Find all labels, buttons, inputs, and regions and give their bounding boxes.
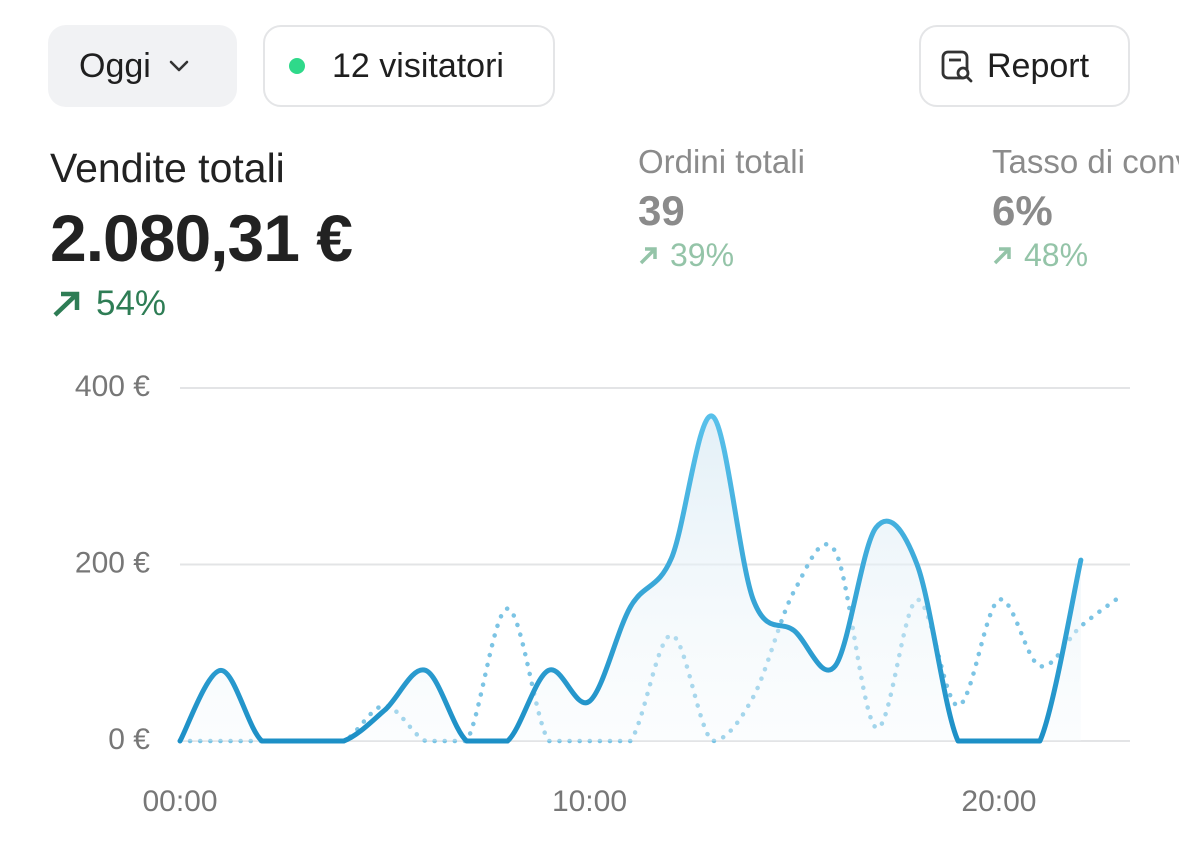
line [177,542,1125,744]
metric-value: 6% [992,187,1053,234]
up-arrow [53,291,80,317]
metric: Ordini totali 39 39% [638,143,805,274]
button-label: Oggi [79,46,151,85]
change-text: 39% [670,237,735,273]
metric-change: 54% [50,284,352,324]
period-button[interactable]: Oggi [48,25,237,107]
metric-label: Ordini totali [638,143,805,180]
metric-label: Vendite totali [50,145,285,191]
chevron-icon [169,60,189,72]
up-arrow [993,246,1011,264]
metric-change: 39% [638,237,805,274]
y-tick-label: 400 € [75,370,150,403]
metric-change: 48% [992,237,1179,274]
report-icon [941,50,973,83]
report-button[interactable]: Report [919,25,1130,107]
change-text: 48% [1024,237,1089,273]
metric-label: Tasso di conversione [992,143,1179,180]
metric-value: 39 [638,187,685,234]
metric-value: 2.080,31 € [50,201,353,275]
up-arrow [639,246,657,264]
metric: Tasso di conversione 6% 48% [992,143,1179,274]
area [180,415,1081,741]
x-tick-label: 00:00 [142,785,217,818]
button-label: 12 visitatori [332,46,504,85]
x-tick-label: 10:00 [552,785,627,818]
metric: Vendite totali 2.080,31 € 54% [50,145,353,324]
button-label: Report [987,46,1090,85]
visitors-button[interactable]: 12 visitatori [263,25,555,107]
change-text: 54% [96,284,167,323]
live-dot [289,58,305,74]
line [177,413,1084,744]
x-tick-label: 20:00 [961,785,1036,818]
y-tick-label: 200 € [75,546,150,579]
y-tick-label: 0 € [108,723,150,756]
